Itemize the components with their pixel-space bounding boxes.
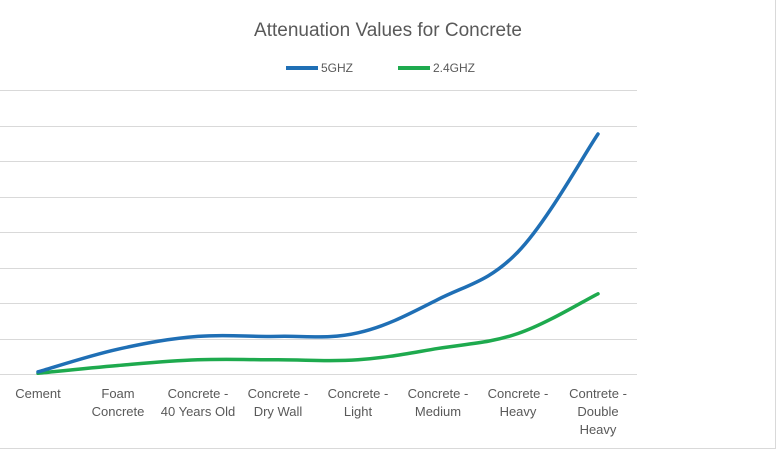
x-tick-label-7: Contrete - Double Heavy [569, 386, 627, 437]
x-tick-label-1: Foam Concrete [92, 386, 145, 419]
series-line-5ghz [36, 132, 600, 374]
x-tick-label-line: Concrete - [488, 386, 549, 401]
x-tick-label-line: Contrete - [569, 386, 627, 401]
x-tick-label-line: Concrete - [328, 386, 389, 401]
x-tick-label-line: Medium [415, 404, 461, 419]
x-tick-label-line: Concrete - [248, 386, 309, 401]
x-tick-label-line: Light [344, 404, 373, 419]
x-tick-label-line: Cement [15, 386, 61, 401]
x-tick-label-line: 40 Years Old [161, 404, 235, 419]
gridlines [0, 90, 637, 375]
x-tick-label-2: Concrete - 40 Years Old [161, 386, 235, 419]
x-tick-label-line: Dry Wall [254, 404, 303, 419]
x-tick-label-line: Concrete [92, 404, 145, 419]
x-tick-label-line: Concrete - [168, 386, 229, 401]
x-tick-label-line: Foam [101, 386, 134, 401]
x-tick-label-line: Double [577, 404, 618, 419]
x-tick-label-line: Heavy [500, 404, 537, 419]
legend-label-5ghz: 5GHZ [321, 61, 353, 75]
chart-title: Attenuation Values for Concrete [254, 20, 522, 41]
x-tick-label-5: Concrete - Medium [408, 386, 469, 419]
x-tick-label-3: Concrete - Dry Wall [248, 386, 309, 419]
x-tick-label-6: Concrete - Heavy [488, 386, 549, 419]
x-tick-label-line: Heavy [580, 422, 617, 437]
x-tick-label-4: Concrete - Light [328, 386, 389, 419]
x-tick-label-line: Concrete - [408, 386, 469, 401]
series-lines [36, 132, 600, 376]
legend-label-2-4ghz: 2.4GHZ [433, 61, 475, 75]
series-line-2-4ghz [36, 292, 600, 376]
legend: 5GHZ 2.4GHZ [286, 61, 475, 75]
x-tick-label-0: Cement [15, 386, 61, 401]
x-axis-ticks: Cement Foam Concrete Concrete - 40 Years Old… [15, 386, 627, 437]
